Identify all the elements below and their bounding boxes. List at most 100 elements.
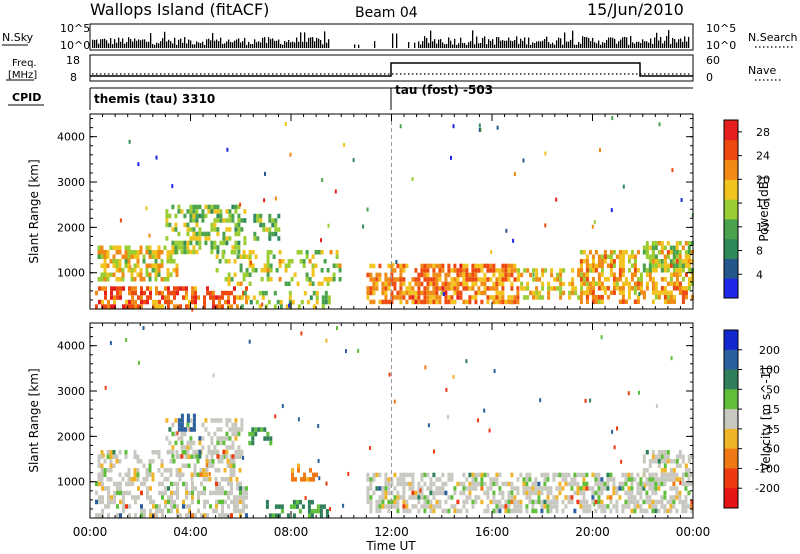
power-cell — [687, 281, 691, 286]
power-cell — [591, 259, 595, 264]
velocity-cell — [160, 463, 164, 468]
nsky-bar — [214, 40, 216, 48]
power-cell — [582, 290, 586, 295]
power-cell — [115, 263, 119, 268]
power-cell — [375, 272, 379, 278]
power-cell — [393, 277, 397, 282]
velocity-cell — [675, 463, 679, 468]
velocity-cell — [675, 472, 679, 478]
velocity-cell — [618, 481, 622, 487]
power-cell — [438, 286, 442, 291]
velocity-cell — [387, 477, 391, 482]
power-cell — [224, 290, 227, 296]
velocity-cell — [164, 504, 167, 509]
velocity-cell — [670, 356, 673, 361]
time-axis-label: Time UT — [365, 539, 416, 553]
velocity-cell — [197, 490, 200, 496]
power-cell — [651, 245, 655, 250]
velocity-cell — [417, 499, 421, 505]
power-cell — [98, 286, 101, 291]
power-cell — [435, 295, 439, 300]
power-cell — [384, 290, 388, 296]
velocity-cell — [106, 477, 110, 482]
velocity-cell — [663, 495, 667, 500]
velocity-cell — [113, 495, 116, 500]
velocity-cell — [174, 440, 178, 446]
velocity-cell — [513, 508, 517, 514]
velocity-cell — [684, 495, 688, 500]
velocity-cell — [593, 502, 596, 507]
power-cell — [468, 272, 472, 278]
power-cell — [136, 259, 140, 264]
nsky-bar — [614, 39, 616, 48]
velocity-cell — [510, 495, 514, 500]
velocity-cell — [537, 499, 541, 505]
nsky-bar — [114, 39, 116, 48]
velocity-cell — [438, 499, 442, 505]
power-cell — [222, 231, 226, 237]
power-cell — [678, 250, 682, 255]
power-cell — [173, 304, 176, 309]
power-cell — [134, 304, 137, 309]
power-cell — [426, 272, 430, 278]
power-cell — [585, 295, 589, 300]
power-cell — [591, 281, 595, 286]
velocity-cell — [233, 508, 236, 514]
velocity-cell — [567, 472, 571, 478]
power-cell — [492, 286, 496, 291]
velocity-cell — [687, 472, 691, 477]
power-cell — [104, 286, 107, 291]
nsky-bar — [96, 39, 98, 48]
velocity-cell — [624, 490, 628, 496]
power-cell — [145, 272, 149, 277]
velocity-cell — [531, 508, 535, 514]
power-cell — [378, 299, 382, 305]
nsky-bar — [652, 43, 654, 48]
velocity-cell — [369, 495, 373, 500]
nave-label: Nave — [748, 64, 776, 77]
power-cell — [243, 240, 247, 246]
power-cell — [165, 218, 169, 223]
velocity-cell — [498, 472, 502, 478]
nsky-bar — [496, 37, 498, 48]
power-cell — [672, 254, 676, 259]
nsky-bar — [506, 40, 508, 48]
velocity-cell — [546, 495, 550, 500]
power-cell — [320, 238, 322, 243]
nsky-bar — [296, 37, 298, 48]
velocity-cell — [597, 504, 601, 509]
velocity-cell — [384, 490, 388, 496]
velocity-cell — [174, 431, 178, 437]
velocity-cell — [124, 472, 128, 477]
velocity-cell — [519, 472, 523, 478]
power-cell — [496, 125, 499, 130]
power-cell — [438, 263, 442, 269]
power-cell — [183, 245, 187, 250]
velocity-cell — [149, 508, 152, 514]
velocity-cell — [203, 499, 206, 505]
velocity-cell — [163, 468, 167, 473]
nsky-bar — [526, 44, 528, 48]
velocity-cell — [319, 508, 323, 514]
power-cell — [131, 286, 134, 291]
nsky-bar — [570, 39, 572, 48]
power-cell — [177, 209, 181, 214]
power-cell — [489, 263, 493, 269]
velocity-cell — [492, 481, 496, 487]
power-cell — [278, 277, 282, 282]
velocity-cell — [325, 338, 328, 343]
power-cell — [269, 263, 273, 268]
nsky-bar — [222, 43, 224, 48]
power-cell — [329, 250, 333, 255]
velocity-cell — [186, 418, 190, 423]
nsky-bar — [194, 44, 196, 48]
cpid-mode-1: themis (tau) 3310 — [94, 92, 215, 106]
power-cell — [180, 240, 184, 246]
power-cell — [636, 299, 640, 304]
power-cell — [591, 277, 595, 282]
power-cell — [152, 304, 155, 309]
power-cell — [302, 259, 306, 264]
velocity-cell — [393, 495, 397, 500]
power-cell — [420, 263, 424, 269]
power-cell — [399, 263, 403, 269]
